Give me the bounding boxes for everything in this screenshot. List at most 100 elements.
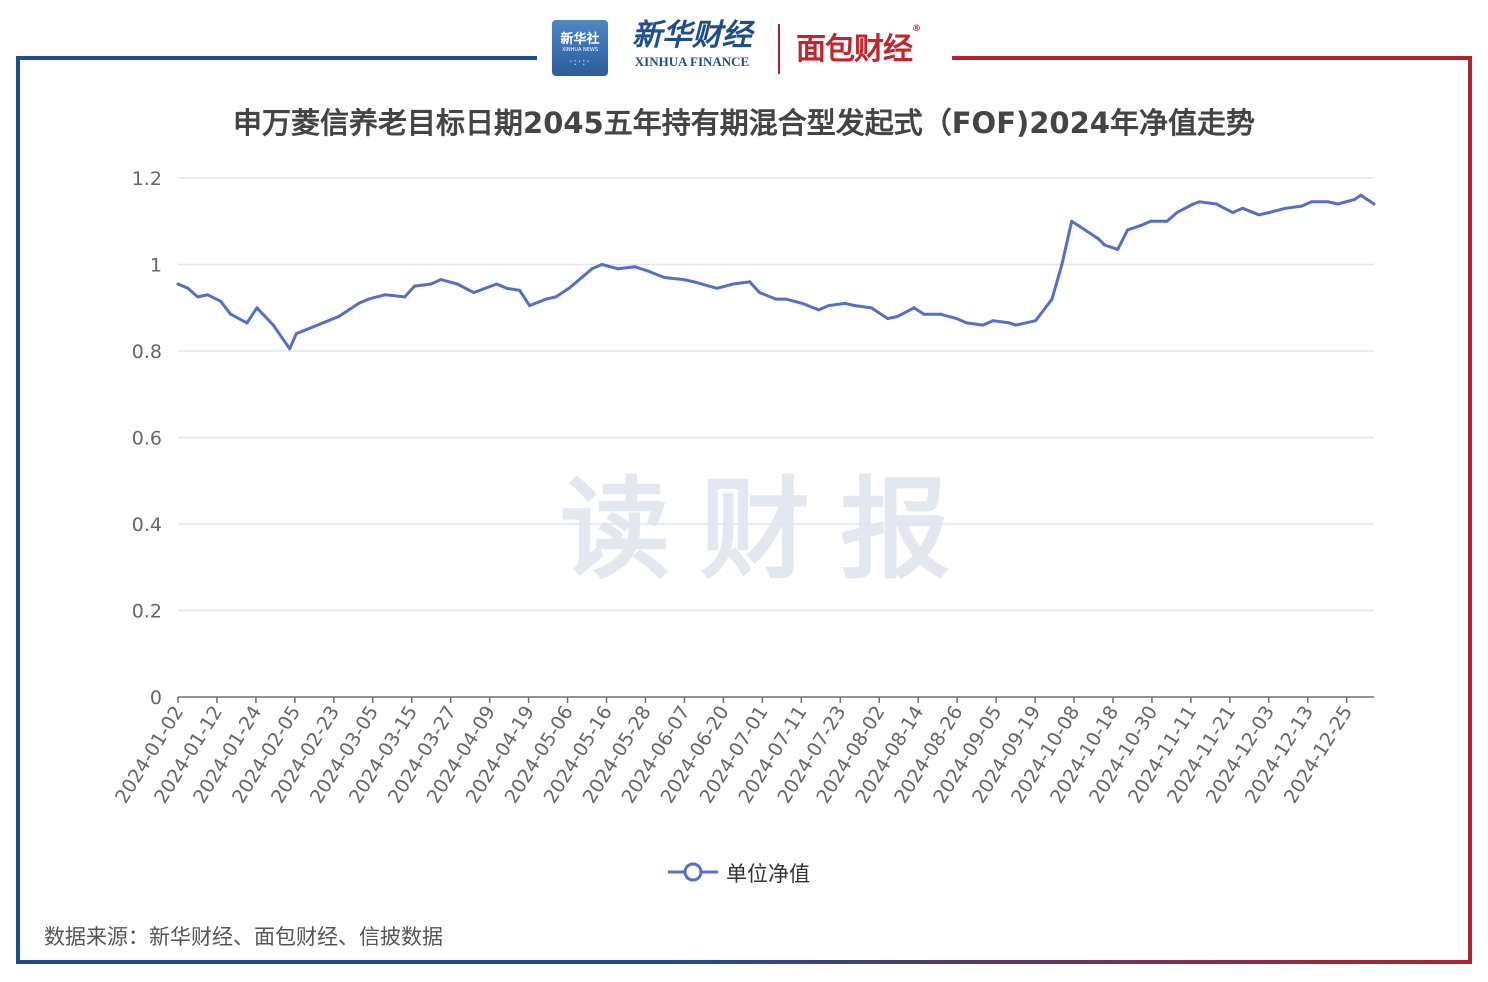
y-tick-label: 0.6 bbox=[132, 428, 162, 450]
badge-en-text: XINHUA NEWS bbox=[561, 47, 599, 53]
data-point bbox=[1116, 247, 1120, 251]
data-point bbox=[196, 295, 200, 299]
data-point bbox=[186, 286, 190, 290]
data-point bbox=[1372, 202, 1376, 206]
y-tick-label: 0.4 bbox=[132, 514, 162, 536]
data-point bbox=[590, 267, 594, 271]
series-line-unit-nav bbox=[177, 193, 1375, 351]
partner-text: 面包财经 bbox=[796, 32, 913, 67]
data-point bbox=[1139, 224, 1143, 228]
data-point bbox=[1336, 202, 1340, 206]
data-point bbox=[774, 297, 778, 301]
data-point bbox=[731, 282, 735, 286]
data-point bbox=[965, 321, 969, 325]
data-point bbox=[853, 304, 857, 308]
xinhua-news-logo: 新华社 XINHUA NEWS ·:·:· bbox=[552, 20, 608, 76]
data-point bbox=[219, 299, 223, 303]
frame-left-border bbox=[16, 56, 20, 964]
data-point bbox=[981, 323, 985, 327]
data-point bbox=[1070, 219, 1074, 223]
frame-top-right-border bbox=[952, 56, 1472, 60]
data-point bbox=[938, 312, 942, 316]
mianbao-logo: 面包财经® bbox=[796, 24, 921, 68]
data-point bbox=[1257, 213, 1261, 217]
data-point bbox=[1165, 219, 1169, 223]
data-point bbox=[1175, 211, 1179, 215]
data-point bbox=[896, 314, 900, 318]
data-point bbox=[544, 297, 548, 301]
y-tick-label: 1 bbox=[150, 255, 162, 277]
data-point bbox=[715, 286, 719, 290]
data-point bbox=[1352, 198, 1356, 202]
data-point bbox=[455, 282, 459, 286]
logo-divider bbox=[778, 24, 780, 74]
data-point bbox=[518, 288, 522, 292]
y-tick-label: 0.8 bbox=[132, 341, 162, 363]
data-point bbox=[1149, 219, 1153, 223]
data-point bbox=[1060, 263, 1064, 266]
data-point bbox=[758, 291, 762, 295]
data-point bbox=[682, 278, 686, 282]
data-point bbox=[1096, 237, 1100, 240]
data-point bbox=[991, 319, 995, 323]
source-note: 数据来源：新华财经、面包财经、信披数据 bbox=[44, 925, 443, 949]
data-point bbox=[294, 332, 298, 336]
data-point bbox=[912, 306, 916, 310]
brand-en-text: XINHUA FINANCE bbox=[634, 54, 750, 69]
frame-top-left-border bbox=[16, 56, 537, 60]
data-point bbox=[922, 312, 926, 316]
y-tick-label: 1.2 bbox=[132, 168, 162, 190]
data-point bbox=[206, 293, 210, 297]
data-point bbox=[1283, 206, 1287, 210]
data-point bbox=[229, 312, 233, 316]
data-point bbox=[1191, 202, 1195, 206]
data-point bbox=[255, 306, 259, 310]
data-point bbox=[439, 278, 443, 282]
legend-label: 单位净值 bbox=[726, 862, 810, 886]
data-point bbox=[1034, 319, 1038, 323]
data-point bbox=[1007, 321, 1011, 325]
data-point bbox=[646, 269, 650, 273]
data-point bbox=[337, 314, 341, 318]
data-point bbox=[1359, 193, 1363, 197]
data-point bbox=[955, 317, 959, 321]
data-point bbox=[800, 301, 804, 305]
data-point bbox=[288, 347, 292, 351]
data-point bbox=[784, 297, 788, 301]
data-point bbox=[1014, 323, 1018, 327]
data-point bbox=[1050, 297, 1054, 301]
header-logos: 新华社 XINHUA NEWS ·:·:· 新华财经 XINHUA FINANC… bbox=[548, 14, 948, 80]
data-point bbox=[495, 282, 499, 286]
data-point bbox=[1267, 211, 1271, 215]
data-point bbox=[1214, 202, 1218, 206]
data-point bbox=[662, 276, 666, 279]
badge-cn-text: 新华社 bbox=[560, 32, 600, 47]
data-point bbox=[1231, 211, 1235, 215]
data-point bbox=[869, 306, 873, 310]
data-point bbox=[367, 297, 371, 301]
frame-bottom-border bbox=[16, 960, 1472, 964]
brand-cn-text: 新华财经 bbox=[632, 18, 752, 53]
data-point bbox=[1241, 206, 1245, 210]
registered-mark: ® bbox=[912, 24, 921, 34]
network-dots-icon: ·:·:· bbox=[569, 57, 591, 68]
data-point bbox=[383, 293, 387, 297]
data-point bbox=[357, 301, 361, 305]
data-point bbox=[271, 323, 275, 327]
legend-line-circle-icon bbox=[668, 862, 718, 882]
data-point bbox=[245, 321, 249, 325]
data-point bbox=[600, 263, 604, 266]
y-tick-label: 0.2 bbox=[132, 601, 162, 623]
data-point bbox=[403, 295, 407, 299]
data-point bbox=[633, 265, 637, 269]
data-point bbox=[748, 280, 752, 284]
data-point bbox=[1103, 243, 1107, 247]
data-point bbox=[567, 286, 571, 290]
data-point bbox=[176, 282, 180, 286]
data-point bbox=[1300, 204, 1304, 208]
data-point bbox=[886, 317, 890, 321]
data-point bbox=[1198, 200, 1202, 204]
data-point bbox=[429, 282, 433, 286]
data-point bbox=[843, 301, 847, 305]
